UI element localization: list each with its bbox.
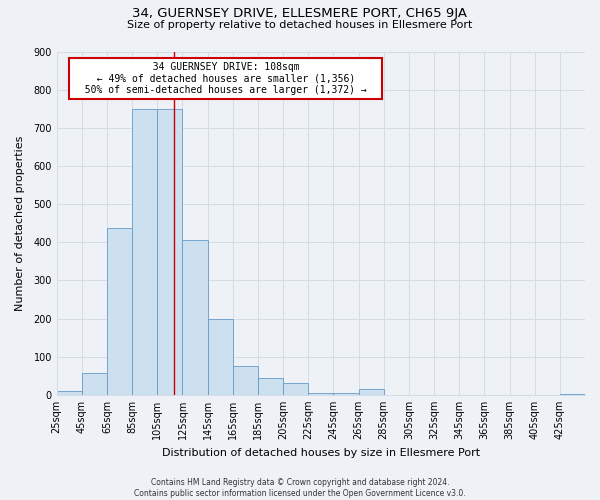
Bar — [334, 393, 359, 395]
Bar — [233, 366, 258, 395]
Bar — [560, 394, 585, 395]
Bar — [308, 393, 334, 395]
Bar — [359, 389, 384, 395]
Text: Size of property relative to detached houses in Ellesmere Port: Size of property relative to detached ho… — [127, 20, 473, 30]
Y-axis label: Number of detached properties: Number of detached properties — [15, 136, 25, 311]
Text: 34, GUERNSEY DRIVE, ELLESMERE PORT, CH65 9JA: 34, GUERNSEY DRIVE, ELLESMERE PORT, CH65… — [133, 8, 467, 20]
Bar — [157, 108, 182, 395]
X-axis label: Distribution of detached houses by size in Ellesmere Port: Distribution of detached houses by size … — [162, 448, 480, 458]
Bar — [258, 378, 283, 395]
Bar — [283, 384, 308, 395]
Bar — [132, 108, 157, 395]
Text: 34 GUERNSEY DRIVE: 108sqm  
  ← 49% of detached houses are smaller (1,356)  
  5: 34 GUERNSEY DRIVE: 108sqm ← 49% of detac… — [73, 62, 379, 95]
Bar — [56, 391, 82, 395]
Bar — [82, 373, 107, 395]
Bar — [107, 228, 132, 395]
Bar — [208, 318, 233, 395]
Text: Contains HM Land Registry data © Crown copyright and database right 2024.
Contai: Contains HM Land Registry data © Crown c… — [134, 478, 466, 498]
Bar — [182, 240, 208, 395]
